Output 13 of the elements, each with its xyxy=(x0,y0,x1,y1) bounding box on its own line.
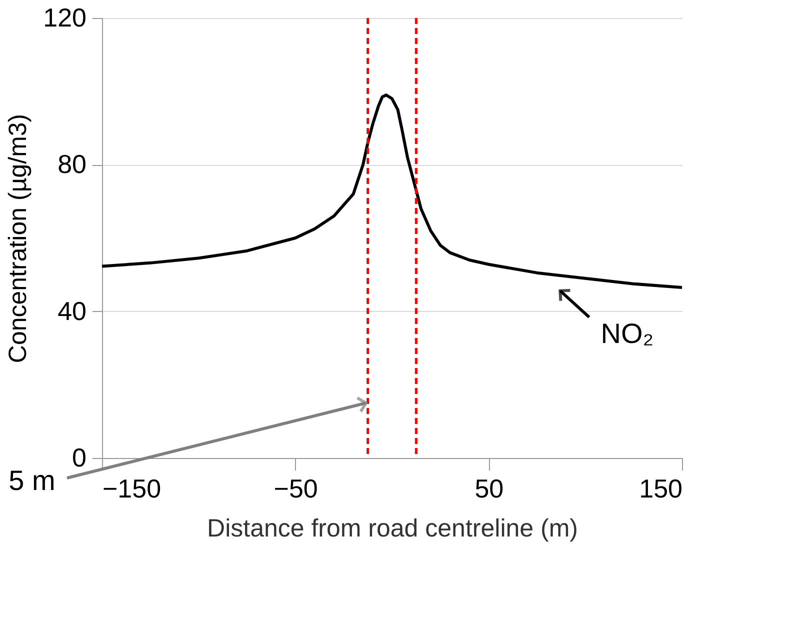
y-tick-label: 0 xyxy=(72,442,86,472)
x-tick-label: −150 xyxy=(102,474,162,504)
y-tick-label: 80 xyxy=(58,149,86,180)
line-series xyxy=(100,94,684,289)
y-tick-label: 120 xyxy=(43,2,86,32)
text: 5 m xyxy=(8,465,56,496)
x-tick-label: −50 xyxy=(274,474,318,504)
y-axis-title: Concentration (µg/m3) xyxy=(4,114,32,364)
x-tick-label: 150 xyxy=(639,474,682,504)
x-axis-title: Distance from road centreline (m) xyxy=(207,514,578,542)
x-tick-label: 50 xyxy=(474,474,504,504)
y-tick-label: 40 xyxy=(58,296,86,326)
annotation: NO₂ xyxy=(600,318,654,349)
